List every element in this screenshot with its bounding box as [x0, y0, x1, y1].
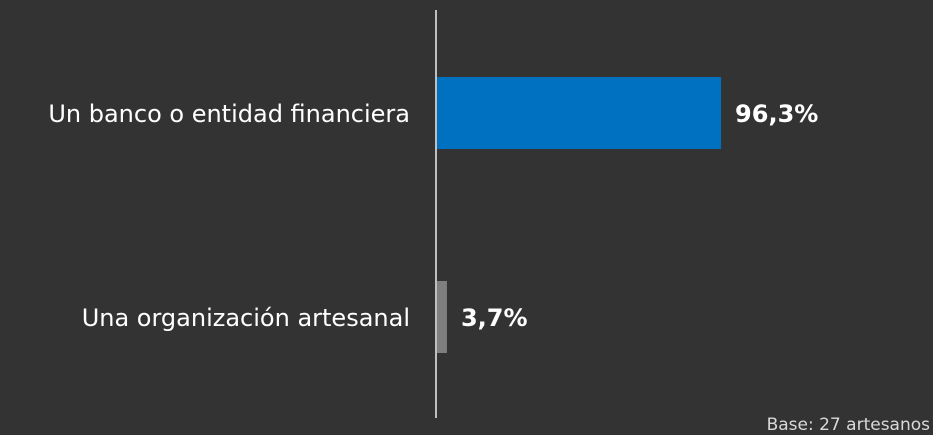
bar-1 [436, 77, 722, 149]
category-label-1: Un banco o entidad financiera [48, 100, 410, 128]
bar-2 [436, 281, 447, 353]
category-labels-group: Un banco o entidad financiera Una organiz… [48, 100, 410, 332]
category-label-2: Una organización artesanal [82, 304, 410, 332]
value-labels-group: 96,3% 3,7% [461, 100, 818, 332]
value-label-1: 96,3% [735, 100, 818, 128]
base-footnote: Base: 27 artesanos [767, 415, 931, 435]
value-label-2: 3,7% [461, 304, 528, 332]
bars-group [436, 77, 722, 353]
